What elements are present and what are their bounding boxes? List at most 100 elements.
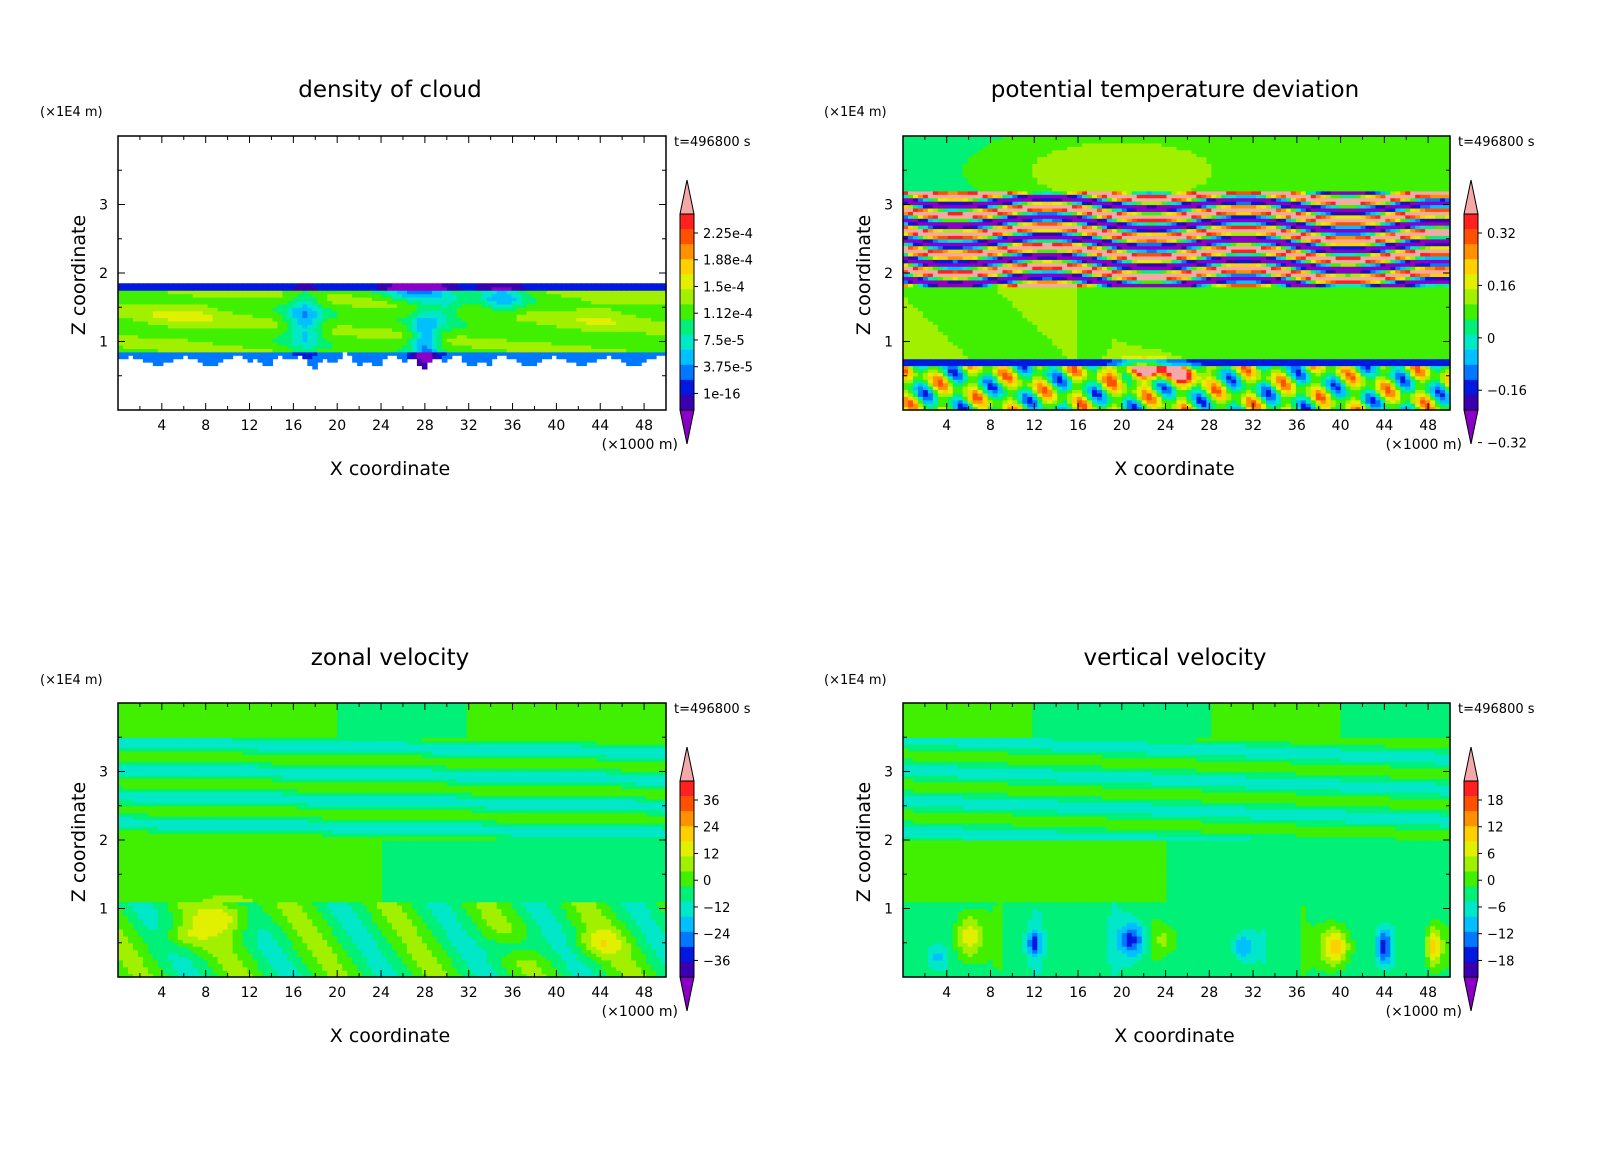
heatmap-cell — [441, 310, 448, 315]
heatmap-cell — [1360, 386, 1367, 391]
heatmap-cell — [1400, 392, 1406, 397]
heatmap-cell — [486, 290, 493, 295]
heatmap-cell — [217, 293, 224, 298]
heatmap-cell — [646, 327, 652, 332]
heatmap-cell — [481, 351, 488, 356]
heatmap-cell — [1047, 379, 1053, 384]
heatmap-cell — [1266, 379, 1272, 384]
heatmap-cell — [157, 331, 164, 336]
heatmap-cell — [1007, 368, 1013, 373]
heatmap-cell — [1196, 389, 1202, 394]
heatmap-cell — [1315, 348, 1322, 353]
heatmap-cell — [392, 348, 398, 353]
heatmap-cell — [197, 310, 204, 315]
heatmap-cell — [1445, 403, 1451, 408]
heatmap-cell — [396, 296, 403, 301]
heatmap-cell — [621, 344, 627, 349]
heatmap-cell — [466, 290, 473, 295]
heatmap-cell — [907, 392, 914, 397]
heatmap-cell — [982, 379, 989, 384]
heatmap-cell — [451, 341, 458, 346]
heatmap-cell — [392, 290, 398, 295]
heatmap-cell — [327, 351, 333, 356]
heatmap-cell — [1082, 365, 1088, 370]
heatmap-cell — [972, 375, 979, 380]
heatmap-cell — [1440, 338, 1446, 343]
heatmap-cell — [501, 310, 508, 315]
heatmap-cell — [137, 314, 144, 319]
heatmap-cell — [922, 396, 929, 401]
heatmap-cell — [1017, 365, 1023, 370]
heatmap-cell — [1062, 358, 1068, 363]
heatmap-cell — [932, 389, 939, 394]
heatmap-cell — [287, 334, 293, 339]
heatmap-cell — [267, 331, 274, 336]
heatmap-cell — [486, 307, 493, 312]
heatmap-cell — [347, 293, 353, 298]
heatmap-cell — [1211, 372, 1217, 377]
heatmap-cell — [1211, 334, 1217, 339]
heatmap-cell — [651, 334, 657, 339]
heatmap-cell — [1181, 334, 1188, 339]
heatmap-cell — [277, 334, 283, 339]
heatmap-cell — [571, 348, 577, 353]
heatmap-cell — [262, 296, 269, 301]
heatmap-cell — [142, 283, 149, 288]
heatmap-cell — [516, 300, 523, 305]
heatmap-cell — [511, 338, 518, 343]
heatmap-cell — [596, 310, 602, 315]
heatmap-cell — [1151, 386, 1158, 391]
heatmap-cell — [212, 355, 219, 360]
heatmap-cell — [312, 314, 318, 319]
heatmap-cell — [476, 331, 483, 336]
heatmap-cell — [182, 314, 189, 319]
heatmap-cell — [1176, 396, 1183, 401]
heatmap-cell — [267, 338, 274, 343]
heatmap-cell — [187, 290, 194, 295]
heatmap-cell — [272, 314, 279, 319]
heatmap-cell — [1166, 338, 1173, 343]
heatmap-cell — [1241, 365, 1247, 370]
heatmap-cell — [1415, 362, 1421, 367]
heatmap-cell — [1067, 392, 1073, 397]
heatmap-cell — [192, 327, 199, 332]
heatmap-cell — [1022, 338, 1028, 343]
heatmap-cell — [1410, 382, 1416, 387]
heatmap-cell — [977, 365, 984, 370]
heatmap-cell — [207, 358, 214, 363]
heatmap-cell — [1047, 399, 1053, 404]
heatmap-cell — [566, 286, 572, 291]
heatmap-cell — [982, 334, 989, 339]
heatmap-cell — [546, 338, 553, 343]
heatmap-cell — [506, 293, 513, 298]
heatmap-cell — [1280, 372, 1287, 377]
heatmap-cell — [1410, 348, 1416, 353]
heatmap-cell — [1211, 399, 1217, 404]
heatmap-cell — [1300, 334, 1307, 339]
heatmap-cell — [362, 327, 368, 332]
heatmap-cell — [1156, 372, 1163, 377]
heatmap-cell — [556, 351, 562, 356]
heatmap-cell — [1315, 399, 1322, 404]
heatmap-cell — [942, 365, 949, 370]
heatmap-cell — [392, 293, 398, 298]
heatmap-cell — [1136, 362, 1143, 367]
heatmap-cell — [1246, 338, 1252, 343]
heatmap-cell — [987, 358, 994, 363]
heatmap-cell — [501, 324, 508, 329]
heatmap-cell — [1101, 338, 1108, 343]
heatmap-cell — [147, 320, 154, 325]
heatmap-cell — [162, 296, 169, 301]
heatmap-cell — [977, 341, 984, 346]
heatmap-cell — [586, 320, 592, 325]
heatmap-cell — [182, 290, 189, 295]
heatmap-cell — [496, 334, 503, 339]
heatmap-cell — [337, 341, 343, 346]
heatmap-cell — [307, 348, 313, 353]
heatmap-cell — [932, 403, 939, 408]
heatmap-cell — [1221, 399, 1227, 404]
heatmap-cell — [1007, 362, 1013, 367]
heatmap-cell — [1266, 389, 1272, 394]
heatmap-cell — [247, 300, 254, 305]
heatmap-cell — [646, 296, 652, 301]
